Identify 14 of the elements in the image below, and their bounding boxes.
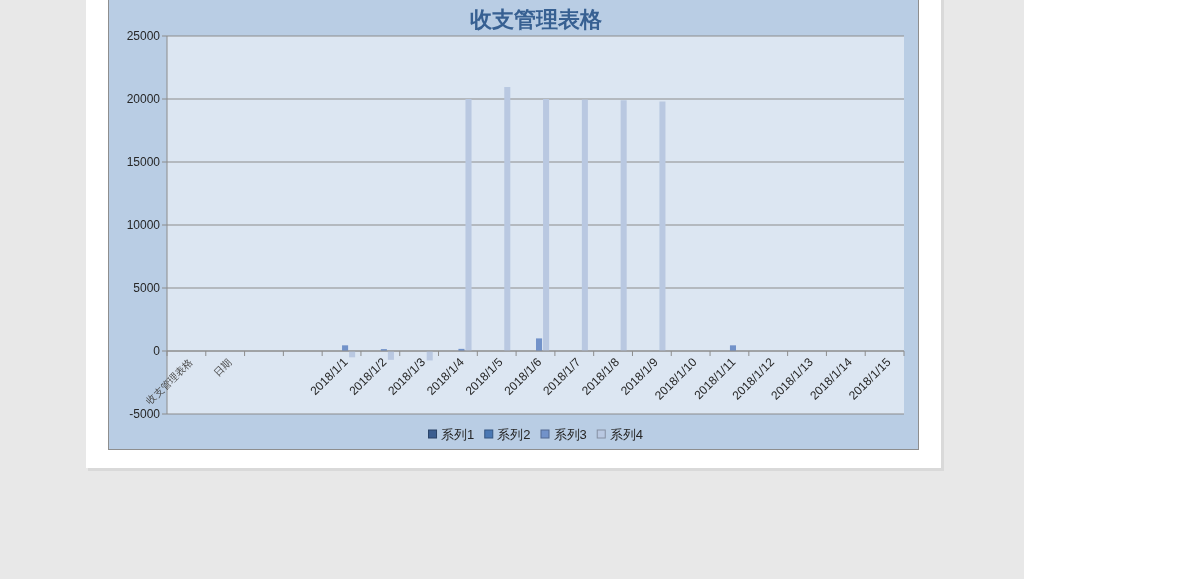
y-tick-label: 25000	[126, 29, 161, 43]
y-tick-label: -5000	[129, 407, 161, 421]
legend-label: 系列4	[609, 426, 643, 442]
chart-title: 收支管理表格	[469, 7, 603, 32]
legend-label: 系列2	[497, 426, 531, 442]
y-tick-label: 15000	[126, 155, 161, 169]
y-tick-label: 0	[153, 344, 161, 358]
legend-label: 系列1	[441, 426, 475, 442]
y-tick-label: 20000	[126, 92, 161, 106]
x-tick-label: 日期	[211, 356, 234, 379]
x-tick-label: 收支管理表格	[144, 356, 195, 407]
y-tick-label: 10000	[126, 218, 161, 232]
y-tick-label: 5000	[133, 281, 161, 295]
legend-label: 系列3	[553, 426, 587, 442]
